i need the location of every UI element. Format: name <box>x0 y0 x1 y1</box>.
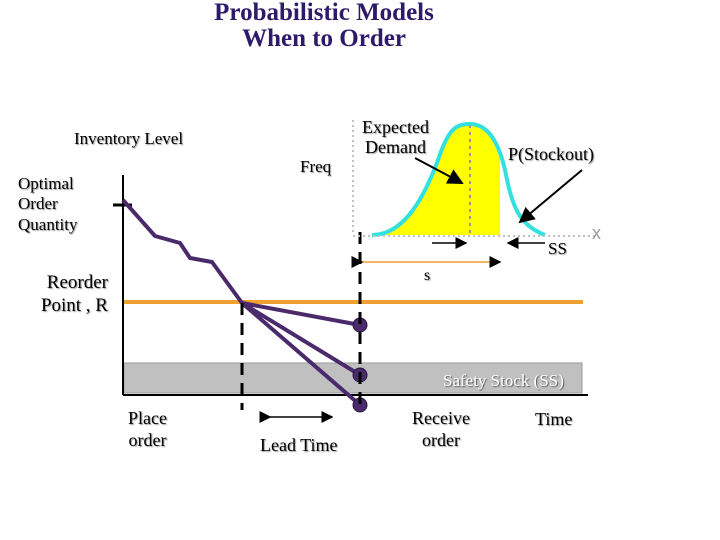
receive-order-line-2: order <box>421 429 460 450</box>
ss-label: SS <box>548 239 567 258</box>
freq-label: Freq <box>300 157 332 176</box>
expected-demand-label: Expected Demand <box>362 117 429 158</box>
p-stockout-label: P(Stockout) <box>508 144 595 164</box>
reorder-point-line-1: Reorder <box>46 272 108 293</box>
p-stockout-arrow <box>518 169 583 224</box>
inventory-level-label: Inventory Level <box>74 129 184 148</box>
place-order-line-1: Place <box>128 408 167 428</box>
distribution-shaded-area <box>372 124 500 235</box>
inventory-depletion-line <box>121 198 244 305</box>
place-order-label: Place order <box>128 408 167 451</box>
place-order-line-2: order <box>128 429 167 450</box>
page-title: Probabilistic Models When to Order <box>0 0 648 53</box>
optimal-order-quantity-line-2: Order <box>18 194 58 214</box>
reorder-point-line-2: Point , R <box>40 294 108 316</box>
optimal-order-quantity-line-3: Quantity <box>18 214 78 234</box>
expected-demand-arrow <box>414 157 464 184</box>
optimal-order-quantity-label: Optimal Order Quantity <box>18 174 78 235</box>
s-label: s <box>424 267 431 284</box>
lead-time-label: Lead Time <box>260 435 338 455</box>
expected-demand-line-1: Expected <box>362 117 429 137</box>
demand-path-low <box>241 301 361 327</box>
time-label: Time <box>535 409 573 429</box>
demand-path-high <box>240 301 362 407</box>
safety-stock-band <box>123 362 583 394</box>
demand-distribution <box>351 120 595 268</box>
expected-demand-line-2: Demand <box>364 136 426 157</box>
receive-order-line-1: Receive <box>412 408 470 428</box>
title-line-2: When to Order <box>242 25 406 53</box>
distribution-x-label: x <box>592 223 601 243</box>
receive-order-label: Receive order <box>412 408 470 451</box>
demand-path-mid <box>240 301 362 377</box>
reorder-point-label: Reorder Point , R <box>28 272 108 318</box>
optimal-order-quantity-line-1: Optimal <box>18 174 74 193</box>
title-line-1: Probabilistic Models <box>214 0 434 26</box>
safety-stock-label: Safety Stock (SS) <box>443 371 564 390</box>
distribution-curve <box>371 121 546 237</box>
